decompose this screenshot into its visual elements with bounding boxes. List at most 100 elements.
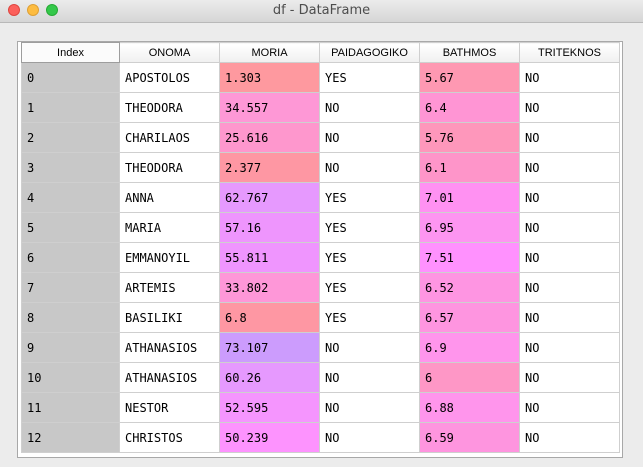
index-cell[interactable]: 3	[21, 152, 120, 183]
triteknos-cell[interactable]: NO	[519, 422, 620, 453]
table-row[interactable]: 1 THEODORA 34.557 NO 6.4 NO	[21, 92, 620, 123]
paidagogiko-cell[interactable]: YES	[319, 242, 420, 273]
column-header-triteknos[interactable]: TRITEKNOS	[519, 42, 620, 63]
bathmos-cell[interactable]: 6.95	[419, 212, 520, 243]
column-header-bathmos[interactable]: BATHMOS	[419, 42, 520, 63]
triteknos-cell[interactable]: NO	[519, 242, 620, 273]
index-cell[interactable]: 11	[21, 392, 120, 423]
onoma-cell[interactable]: CHRISTOS	[119, 422, 220, 453]
triteknos-cell[interactable]: NO	[519, 62, 620, 93]
onoma-cell[interactable]: THEODORA	[119, 92, 220, 123]
maximize-window-button[interactable]	[46, 4, 58, 16]
triteknos-cell[interactable]: NO	[519, 272, 620, 303]
paidagogiko-cell[interactable]: NO	[319, 152, 420, 183]
paidagogiko-cell[interactable]: NO	[319, 92, 420, 123]
bathmos-cell[interactable]: 6.1	[419, 152, 520, 183]
index-cell[interactable]: 7	[21, 272, 120, 303]
index-cell[interactable]: 2	[21, 122, 120, 153]
table-row[interactable]: 3 THEODORA 2.377 NO 6.1 NO	[21, 152, 620, 183]
column-header-moria[interactable]: MORIA	[219, 42, 320, 63]
moria-cell[interactable]: 1.303	[219, 62, 320, 93]
index-cell[interactable]: 1	[21, 92, 120, 123]
paidagogiko-cell[interactable]: NO	[319, 392, 420, 423]
moria-cell[interactable]: 6.8	[219, 302, 320, 333]
onoma-cell[interactable]: ANNA	[119, 182, 220, 213]
bathmos-cell[interactable]: 6.59	[419, 422, 520, 453]
triteknos-cell[interactable]: NO	[519, 92, 620, 123]
triteknos-cell[interactable]: NO	[519, 332, 620, 363]
triteknos-cell[interactable]: NO	[519, 122, 620, 153]
bathmos-cell[interactable]: 6	[419, 362, 520, 393]
index-cell[interactable]: 0	[21, 62, 120, 93]
paidagogiko-cell[interactable]: NO	[319, 422, 420, 453]
table-row[interactable]: 5 MARIA 57.16 YES 6.95 NO	[21, 212, 620, 243]
moria-cell[interactable]: 73.107	[219, 332, 320, 363]
paidagogiko-cell[interactable]: YES	[319, 272, 420, 303]
onoma-cell[interactable]: EMMANOYIL	[119, 242, 220, 273]
bathmos-cell[interactable]: 6.4	[419, 92, 520, 123]
triteknos-cell[interactable]: NO	[519, 182, 620, 213]
column-header-index[interactable]: Index	[21, 42, 120, 63]
index-cell[interactable]: 12	[21, 422, 120, 453]
paidagogiko-cell[interactable]: YES	[319, 182, 420, 213]
triteknos-cell[interactable]: NO	[519, 302, 620, 333]
triteknos-cell[interactable]: NO	[519, 152, 620, 183]
bathmos-cell[interactable]: 5.67	[419, 62, 520, 93]
moria-cell[interactable]: 55.811	[219, 242, 320, 273]
paidagogiko-cell[interactable]: NO	[319, 362, 420, 393]
table-row[interactable]: 2 CHARILAOS 25.616 NO 5.76 NO	[21, 122, 620, 153]
onoma-cell[interactable]: NESTOR	[119, 392, 220, 423]
triteknos-cell[interactable]: NO	[519, 362, 620, 393]
moria-cell[interactable]: 2.377	[219, 152, 320, 183]
bathmos-cell[interactable]: 7.01	[419, 182, 520, 213]
bathmos-cell[interactable]: 6.88	[419, 392, 520, 423]
close-window-button[interactable]	[8, 4, 20, 16]
onoma-cell[interactable]: BASILIKI	[119, 302, 220, 333]
onoma-cell[interactable]: ATHANASIOS	[119, 362, 220, 393]
table-row[interactable]: 0 APOSTOLOS 1.303 YES 5.67 NO	[21, 62, 620, 93]
table-row[interactable]: 10 ATHANASIOS 60.26 NO 6 NO	[21, 362, 620, 393]
paidagogiko-cell[interactable]: YES	[319, 302, 420, 333]
onoma-cell[interactable]: CHARILAOS	[119, 122, 220, 153]
table-row[interactable]: 11 NESTOR 52.595 NO 6.88 NO	[21, 392, 620, 423]
onoma-cell[interactable]: ARTEMIS	[119, 272, 220, 303]
index-cell[interactable]: 8	[21, 302, 120, 333]
triteknos-cell[interactable]: NO	[519, 392, 620, 423]
index-cell[interactable]: 6	[21, 242, 120, 273]
bathmos-cell[interactable]: 7.51	[419, 242, 520, 273]
index-cell[interactable]: 9	[21, 332, 120, 363]
table-row[interactable]: 9 ATHANASIOS 73.107 NO 6.9 NO	[21, 332, 620, 363]
minimize-window-button[interactable]	[27, 4, 39, 16]
moria-cell[interactable]: 33.802	[219, 272, 320, 303]
bathmos-cell[interactable]: 6.57	[419, 302, 520, 333]
column-header-onoma[interactable]: ONOMA	[119, 42, 220, 63]
bathmos-cell[interactable]: 5.76	[419, 122, 520, 153]
dataframe-table-view[interactable]: Index ONOMA MORIA PAIDAGOGIKO BATHMOS TR…	[17, 41, 623, 458]
moria-cell[interactable]: 52.595	[219, 392, 320, 423]
moria-cell[interactable]: 57.16	[219, 212, 320, 243]
onoma-cell[interactable]: ATHANASIOS	[119, 332, 220, 363]
table-row[interactable]: 6 EMMANOYIL 55.811 YES 7.51 NO	[21, 242, 620, 273]
table-row[interactable]: 12 CHRISTOS 50.239 NO 6.59 NO	[21, 422, 620, 453]
table-row[interactable]: 4 ANNA 62.767 YES 7.01 NO	[21, 182, 620, 213]
moria-cell[interactable]: 34.557	[219, 92, 320, 123]
moria-cell[interactable]: 60.26	[219, 362, 320, 393]
index-cell[interactable]: 4	[21, 182, 120, 213]
moria-cell[interactable]: 62.767	[219, 182, 320, 213]
moria-cell[interactable]: 25.616	[219, 122, 320, 153]
table-row[interactable]: 7 ARTEMIS 33.802 YES 6.52 NO	[21, 272, 620, 303]
table-row[interactable]: 8 BASILIKI 6.8 YES 6.57 NO	[21, 302, 620, 333]
onoma-cell[interactable]: APOSTOLOS	[119, 62, 220, 93]
paidagogiko-cell[interactable]: NO	[319, 332, 420, 363]
column-header-paidagogiko[interactable]: PAIDAGOGIKO	[319, 42, 420, 63]
paidagogiko-cell[interactable]: YES	[319, 62, 420, 93]
onoma-cell[interactable]: MARIA	[119, 212, 220, 243]
paidagogiko-cell[interactable]: NO	[319, 122, 420, 153]
moria-cell[interactable]: 50.239	[219, 422, 320, 453]
bathmos-cell[interactable]: 6.52	[419, 272, 520, 303]
index-cell[interactable]: 5	[21, 212, 120, 243]
triteknos-cell[interactable]: NO	[519, 212, 620, 243]
onoma-cell[interactable]: THEODORA	[119, 152, 220, 183]
paidagogiko-cell[interactable]: YES	[319, 212, 420, 243]
index-cell[interactable]: 10	[21, 362, 120, 393]
